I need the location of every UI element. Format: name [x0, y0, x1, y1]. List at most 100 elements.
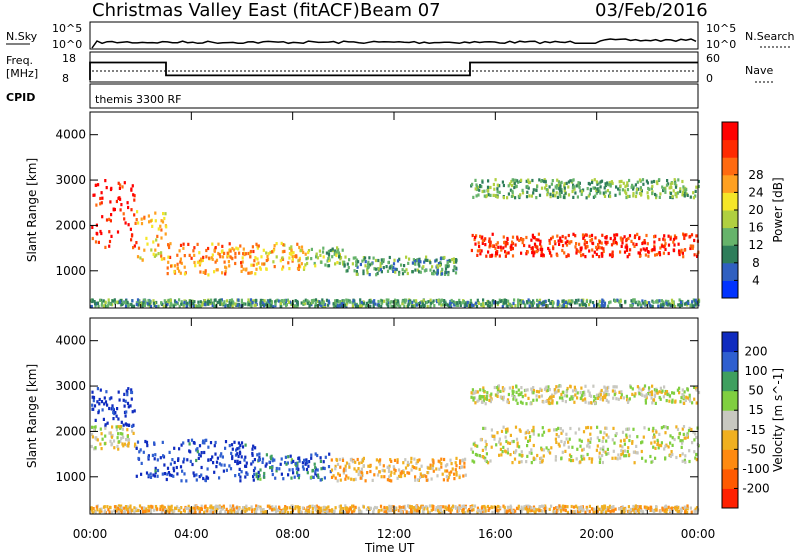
echo-cell — [481, 509, 484, 514]
echo-cell — [306, 256, 309, 260]
echo-cell — [621, 505, 624, 509]
echo-cell — [221, 271, 224, 275]
echo-cell — [687, 429, 691, 433]
echo-cell — [691, 246, 694, 250]
echo-cell — [507, 251, 510, 255]
echo-cell — [516, 444, 519, 448]
echo-cell — [568, 299, 571, 303]
echo-cell — [557, 434, 560, 439]
echo-cell — [536, 250, 539, 254]
echo-cell — [177, 458, 180, 462]
echo-cell — [419, 475, 422, 479]
echo-cell — [460, 465, 463, 469]
echo-cell — [380, 270, 383, 274]
echo-cell — [282, 265, 285, 269]
echo-cell — [502, 445, 505, 449]
echo-cell — [525, 195, 529, 199]
echo-cell — [341, 299, 344, 303]
echo-cell — [586, 508, 589, 512]
echo-cell — [544, 299, 547, 303]
echo-cell — [555, 191, 558, 195]
echo-cell — [450, 470, 453, 474]
echo-cell — [484, 426, 487, 430]
echo-cell — [583, 457, 586, 461]
echo-cell — [414, 475, 417, 479]
echo-cell — [506, 398, 510, 402]
echo-cell — [609, 184, 612, 188]
echo-cell — [327, 303, 330, 307]
echo-cell — [449, 299, 452, 304]
echo-cell — [474, 401, 477, 405]
echo-cell — [172, 469, 176, 473]
echo-cell — [142, 301, 145, 306]
echo-cell — [583, 242, 586, 246]
echo-cell — [270, 457, 273, 461]
echo-cell — [180, 300, 183, 304]
echo-cell — [245, 267, 248, 271]
echo-cell — [487, 250, 490, 254]
echo-cell — [671, 391, 674, 395]
echo-cell — [547, 385, 550, 389]
echo-cell — [504, 254, 507, 258]
echo-cell — [652, 179, 656, 184]
echo-cell — [598, 394, 601, 399]
echo-cell — [252, 469, 256, 473]
echo-cell — [675, 195, 678, 199]
echo-cell — [224, 509, 227, 514]
echo-cell — [271, 459, 274, 463]
echo-cell — [447, 264, 450, 268]
echo-cell — [336, 479, 339, 483]
echo-cell — [651, 304, 654, 308]
echo-cell — [447, 507, 450, 511]
echo-cell — [507, 302, 510, 306]
echo-cell — [511, 178, 514, 182]
echo-cell — [682, 432, 685, 436]
echo-cell — [507, 192, 510, 196]
echo-cell — [213, 470, 216, 474]
echo-cell — [593, 507, 596, 511]
echo-cell — [426, 478, 430, 482]
echo-cell — [555, 433, 558, 437]
echo-cell — [576, 506, 579, 510]
echo-cell — [344, 507, 348, 511]
echo-cell — [364, 264, 367, 268]
echo-cell — [683, 436, 686, 440]
echo-cell — [641, 178, 645, 182]
nsearch-label: N.Search — [745, 30, 795, 43]
echo-cell — [576, 396, 579, 400]
echo-cell — [360, 304, 363, 308]
echo-cell — [630, 239, 633, 243]
echo-cell — [123, 410, 127, 414]
echo-cell — [198, 475, 201, 479]
echo-cell — [614, 507, 617, 511]
echo-cell — [229, 255, 232, 259]
echo-cell — [602, 509, 605, 513]
echo-cell — [360, 300, 363, 305]
echo-cell — [618, 192, 621, 196]
echo-cell — [244, 455, 247, 459]
echo-cell — [197, 456, 200, 460]
echo-cell — [581, 398, 584, 402]
echo-cell — [541, 509, 544, 513]
echo-cell — [396, 460, 399, 464]
echo-cell — [216, 506, 219, 510]
echo-cell — [135, 446, 138, 450]
echo-cell — [385, 510, 388, 514]
echo-cell — [439, 299, 442, 303]
echo-cell — [389, 505, 392, 509]
nsky-label: N.Sky — [6, 30, 38, 43]
echo-cell — [691, 401, 694, 405]
echo-cell — [236, 459, 239, 463]
echo-cell — [101, 196, 104, 200]
echo-cell — [552, 247, 555, 251]
echo-cell — [115, 425, 118, 429]
echo-cell — [598, 299, 601, 303]
echo-cell — [362, 256, 365, 260]
echo-cell — [546, 304, 549, 308]
echo-cell — [589, 437, 592, 441]
echo-cell — [323, 505, 326, 509]
echo-cell — [464, 457, 467, 461]
echo-cell — [103, 402, 106, 406]
echo-cell — [498, 453, 501, 457]
echo-cell — [116, 300, 119, 304]
